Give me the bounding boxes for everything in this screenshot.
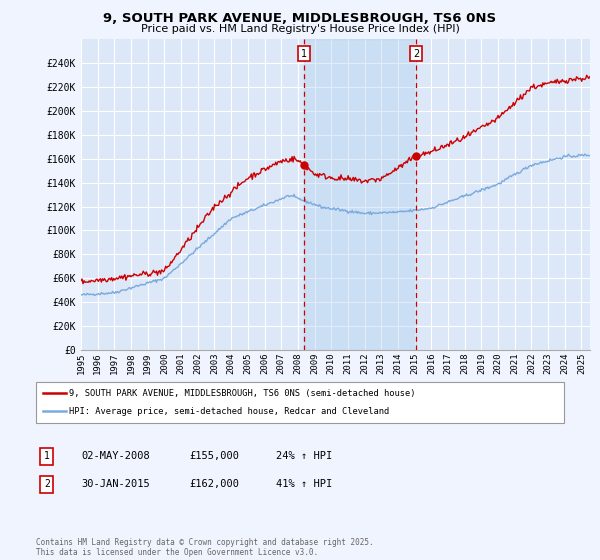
Text: 9, SOUTH PARK AVENUE, MIDDLESBROUGH, TS6 0NS: 9, SOUTH PARK AVENUE, MIDDLESBROUGH, TS6… [103,12,497,25]
Text: 1: 1 [301,49,307,59]
Bar [304,39,416,350]
Text: 2: 2 [44,479,50,489]
Text: 30-JAN-2015: 30-JAN-2015 [81,479,150,489]
Text: 02-MAY-2008: 02-MAY-2008 [81,451,150,461]
Text: 24% ↑ HPI: 24% ↑ HPI [276,451,332,461]
Text: HPI: Average price, semi-detached house, Redcar and Cleveland: HPI: Average price, semi-detached house,… [69,407,389,416]
Text: 2: 2 [413,49,419,59]
Text: 41% ↑ HPI: 41% ↑ HPI [276,479,332,489]
Text: Contains HM Land Registry data © Crown copyright and database right 2025.
This d: Contains HM Land Registry data © Crown c… [36,538,374,557]
Text: 1: 1 [44,451,50,461]
Text: Price paid vs. HM Land Registry's House Price Index (HPI): Price paid vs. HM Land Registry's House … [140,24,460,34]
Text: 9, SOUTH PARK AVENUE, MIDDLESBROUGH, TS6 0NS (semi-detached house): 9, SOUTH PARK AVENUE, MIDDLESBROUGH, TS6… [69,389,415,398]
Text: £162,000: £162,000 [189,479,239,489]
Text: £155,000: £155,000 [189,451,239,461]
